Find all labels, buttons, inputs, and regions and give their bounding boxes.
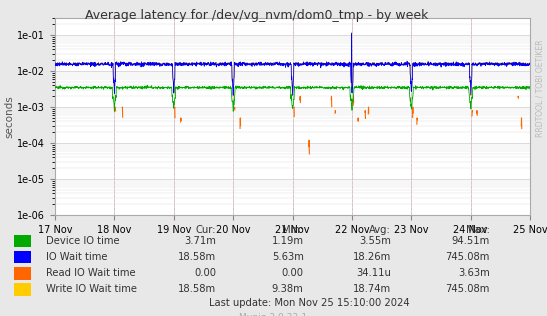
FancyBboxPatch shape (14, 251, 31, 264)
Text: 9.38m: 9.38m (272, 284, 304, 294)
Text: Average latency for /dev/vg_nvm/dom0_tmp - by week: Average latency for /dev/vg_nvm/dom0_tmp… (85, 9, 429, 22)
Text: 5.63m: 5.63m (272, 252, 304, 262)
FancyBboxPatch shape (14, 283, 31, 295)
Text: 0.00: 0.00 (194, 268, 216, 278)
Text: RRDTOOL / TOBI OETIKER: RRDTOOL / TOBI OETIKER (536, 40, 544, 137)
Text: 18.58m: 18.58m (178, 284, 216, 294)
FancyBboxPatch shape (14, 267, 31, 280)
Text: 18.26m: 18.26m (353, 252, 391, 262)
Text: 3.63m: 3.63m (458, 268, 490, 278)
Text: 18.74m: 18.74m (353, 284, 391, 294)
Text: 94.51m: 94.51m (451, 236, 490, 246)
Text: Write IO Wait time: Write IO Wait time (46, 284, 137, 294)
Text: 0.00: 0.00 (282, 268, 304, 278)
Text: 745.08m: 745.08m (445, 252, 490, 262)
Text: 1.19m: 1.19m (271, 236, 304, 246)
Y-axis label: seconds: seconds (4, 95, 15, 138)
Text: Cur:: Cur: (196, 225, 216, 235)
Text: Read IO Wait time: Read IO Wait time (46, 268, 136, 278)
Text: Avg:: Avg: (369, 225, 391, 235)
Text: 34.11u: 34.11u (356, 268, 391, 278)
Text: 745.08m: 745.08m (445, 284, 490, 294)
Text: Min:: Min: (282, 225, 304, 235)
Text: 3.55m: 3.55m (359, 236, 391, 246)
Text: 3.71m: 3.71m (184, 236, 216, 246)
Text: IO Wait time: IO Wait time (46, 252, 108, 262)
Text: Max:: Max: (465, 225, 490, 235)
Text: Last update: Mon Nov 25 15:10:00 2024: Last update: Mon Nov 25 15:10:00 2024 (209, 298, 409, 308)
Text: Munin 2.0.33-1: Munin 2.0.33-1 (240, 313, 307, 316)
Text: Device IO time: Device IO time (46, 236, 120, 246)
Text: 18.58m: 18.58m (178, 252, 216, 262)
FancyBboxPatch shape (14, 235, 31, 247)
